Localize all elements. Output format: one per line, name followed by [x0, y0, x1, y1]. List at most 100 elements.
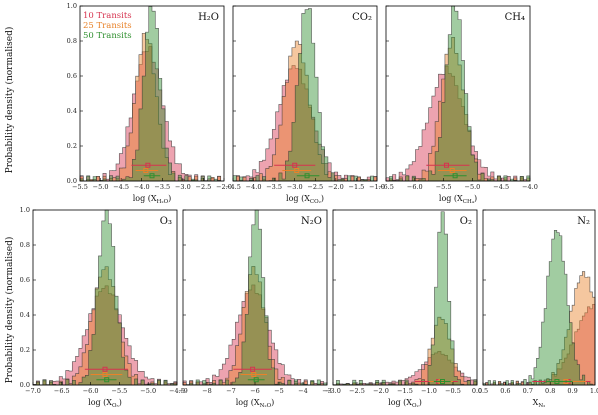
errorbar-marker	[452, 173, 458, 179]
x-tick-label: −4.0	[134, 183, 150, 191]
x-axis-label-subscript: CO₂	[310, 199, 321, 205]
x-tick-label: −1.0	[421, 387, 437, 395]
x-axis-label-prefix: X	[533, 398, 539, 407]
x-axis-label-subscript: CH₄	[463, 199, 475, 205]
x-tick-label: −5.5	[436, 183, 452, 191]
plot-frame	[79, 5, 225, 182]
errorbar-marker	[554, 379, 560, 384]
x-tick-label: −2.5	[349, 387, 365, 395]
x-tick-label: −5.0	[465, 183, 481, 191]
x-tick-label: −4.0	[522, 183, 538, 191]
x-tick-label: −5	[274, 387, 284, 395]
x-axis-label-subscript: O₃	[112, 403, 119, 409]
y-axis-label-top: Probability density (normalised)	[4, 27, 15, 174]
x-tick-label: −2.0	[328, 183, 344, 191]
x-axis-label-prefix: log (X	[286, 194, 310, 203]
legend-item: 10 Transits	[83, 11, 132, 21]
plot-frame	[32, 209, 178, 386]
x-tick-label: −5.0	[93, 183, 109, 191]
y-axis-label-bottom: Probability density (normalised)	[4, 237, 15, 384]
errorbar-marker	[102, 366, 108, 372]
x-axis-label-prefix: log (X	[88, 398, 112, 407]
errorbar-marker	[251, 372, 257, 377]
x-tick-label: −6.5	[378, 183, 394, 191]
x-tick-label: −6.0	[407, 183, 423, 191]
x-tick-label: −3.0	[175, 183, 191, 191]
y-tick-label: 0.4	[67, 107, 77, 115]
molecule-label: CH₄	[505, 12, 525, 23]
y-tick-label: 0.0	[20, 381, 30, 389]
x-axis-label-prefix: log (X	[388, 398, 412, 407]
plot-frame	[385, 5, 531, 182]
x-tick-label: −8	[202, 387, 212, 395]
x-axis-label-prefix: log (X	[439, 194, 463, 203]
panel-3: −7.0 −6.5 −6.0 −5.5 −5.0 −4.5 0.0 0.2 0.4 0.6 0.8 1…	[20, 206, 185, 409]
x-axis-label: log (XO₃)	[88, 398, 122, 409]
x-tick-label: −3.0	[287, 183, 303, 191]
errorbar-marker	[143, 168, 149, 173]
plot-area	[33, 210, 177, 385]
errorbar-marker	[149, 173, 155, 179]
x-axis-label-suffix: )	[271, 398, 274, 407]
x-axis-label-prefix: log (X	[133, 194, 157, 203]
x-tick-label: 0.7	[523, 387, 533, 395]
x-tick-label: 0.9	[567, 387, 577, 395]
x-axis-label: XN₂	[533, 398, 546, 409]
x-tick-label: −4	[298, 387, 308, 395]
x-tick-label: −6.5	[54, 387, 70, 395]
errorbar-marker	[102, 372, 108, 377]
panel-6: 0.5 0.6 0.7 0.8 0.9 1.0 N₂ XN₂	[478, 209, 598, 409]
errorbar-marker	[145, 162, 151, 168]
plot-area	[183, 210, 327, 385]
y-tick-label: 0.4	[20, 311, 30, 319]
errorbar-marker	[294, 168, 300, 173]
x-tick-label: −3	[322, 387, 332, 395]
molecule-label: O₃	[160, 216, 172, 227]
x-tick-label: −4.0	[246, 183, 262, 191]
panel-0: −5.5 −5.0 −4.5 −4.0 −3.5 −3.0 −2.5 −2.0 0.0 0.2 0.…	[67, 2, 232, 205]
x-tick-label: −2.0	[216, 183, 232, 191]
x-tick-label: −5.0	[140, 387, 156, 395]
x-tick-label: −2.5	[196, 183, 212, 191]
molecule-label: CO₂	[352, 12, 372, 23]
x-axis-label-suffix: )	[119, 398, 122, 407]
y-tick-label: 0.2	[20, 346, 30, 354]
molecule-label: N₂	[577, 216, 590, 227]
y-tick-label: 0.8	[20, 241, 30, 249]
x-axis-label-subscript: O₂	[412, 403, 419, 409]
x-tick-label: 0.6	[500, 387, 510, 395]
x-tick-label: −3.5	[266, 183, 282, 191]
x-axis-label-suffix: )	[321, 194, 324, 203]
errorbar-marker	[304, 173, 310, 179]
x-axis-label-prefix: log (X	[236, 398, 260, 407]
errorbar-marker	[253, 377, 259, 383]
x-tick-label: 1.0	[590, 387, 598, 395]
x-axis-label-subscript: H₂O	[157, 199, 169, 205]
x-axis-label-suffix: )	[419, 398, 422, 407]
histogram-50-transits	[482, 230, 595, 386]
y-tick-label: 1.0	[67, 2, 77, 10]
x-tick-label: 0.8	[545, 387, 555, 395]
x-tick-label: 0.0	[472, 387, 482, 395]
legend-item: 25 Transits	[83, 21, 132, 31]
molecule-label: H₂O	[198, 12, 219, 23]
plot-area	[233, 6, 377, 181]
x-tick-label: −1.0	[369, 183, 385, 191]
y-tick-label: 0.0	[67, 177, 77, 185]
errorbar-marker	[292, 162, 298, 168]
x-tick-label: 0.5	[478, 387, 488, 395]
x-tick-label: −7.0	[25, 387, 41, 395]
x-tick-label: −2.0	[373, 387, 389, 395]
plot-area	[333, 210, 477, 385]
errorbar-marker	[449, 168, 455, 173]
molecule-label: O₂	[460, 216, 472, 227]
x-tick-label: −4.5	[225, 183, 241, 191]
x-axis-label: log (XH₂O)	[133, 194, 172, 205]
y-tick-label: 1.0	[20, 206, 30, 214]
